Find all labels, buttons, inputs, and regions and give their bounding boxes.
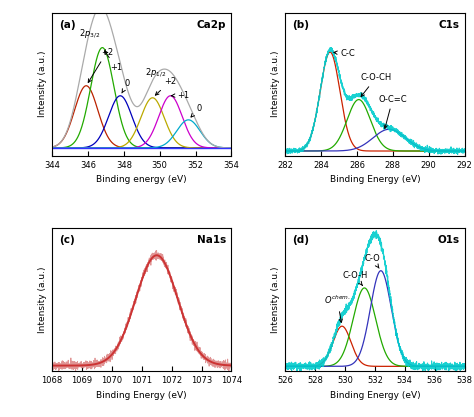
Text: (d): (d) [292, 235, 310, 245]
Text: $O^{chem.}$: $O^{chem.}$ [324, 294, 351, 322]
Text: C1s: C1s [438, 20, 459, 30]
X-axis label: Binding Energy (eV): Binding Energy (eV) [329, 176, 420, 184]
Text: C-O-H: C-O-H [342, 271, 367, 285]
Text: C-C: C-C [334, 49, 356, 58]
Y-axis label: Intensity (a.u.): Intensity (a.u.) [37, 51, 46, 118]
Text: (c): (c) [59, 235, 75, 245]
Text: O1s: O1s [437, 235, 459, 245]
Text: $2p_{3/2}$: $2p_{3/2}$ [79, 27, 100, 40]
Text: 0: 0 [122, 79, 130, 93]
X-axis label: Binding Energy (eV): Binding Energy (eV) [97, 391, 187, 399]
Text: Na1s: Na1s [197, 235, 226, 245]
Y-axis label: Intensity (a.u.): Intensity (a.u.) [271, 51, 280, 118]
Text: 0: 0 [191, 104, 202, 117]
Text: +2: +2 [155, 77, 176, 95]
Text: +2: +2 [88, 48, 113, 83]
Text: O-C=C: O-C=C [378, 95, 407, 128]
Text: C-O-CH: C-O-CH [361, 73, 392, 96]
Y-axis label: Intensity (a.u.): Intensity (a.u.) [37, 266, 46, 333]
Text: (a): (a) [59, 20, 76, 30]
Text: $2p_{1/2}$: $2p_{1/2}$ [145, 66, 166, 79]
Text: C-O: C-O [365, 254, 380, 268]
Text: +1: +1 [105, 51, 122, 72]
Y-axis label: Intensity (a.u.): Intensity (a.u.) [271, 266, 280, 333]
X-axis label: Binding Energy (eV): Binding Energy (eV) [329, 391, 420, 399]
X-axis label: Binding energy (eV): Binding energy (eV) [97, 176, 187, 184]
Text: +1: +1 [171, 91, 189, 100]
Text: Ca2p: Ca2p [197, 20, 226, 30]
Text: (b): (b) [292, 20, 310, 30]
